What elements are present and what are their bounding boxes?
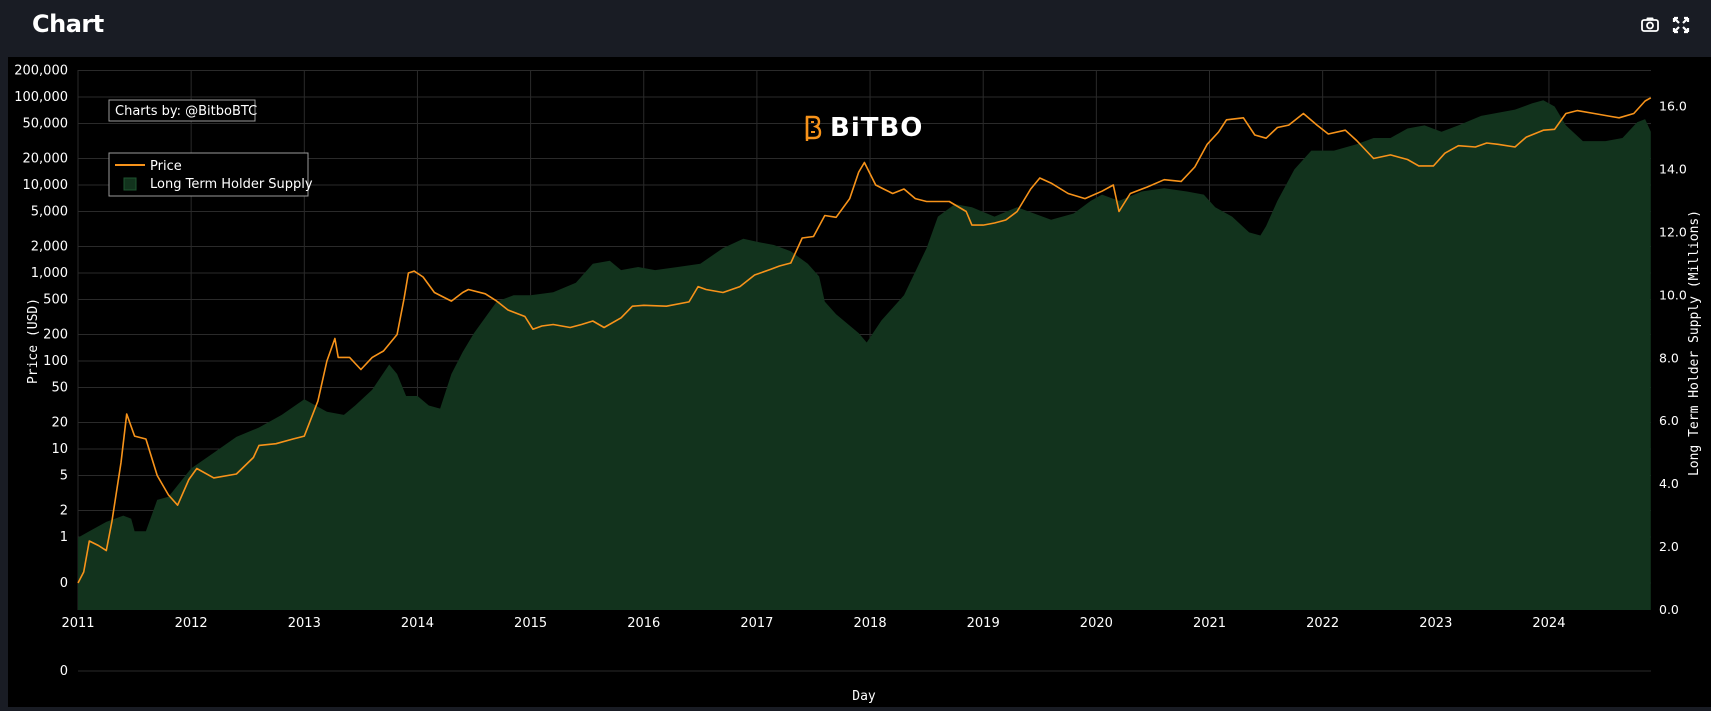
x-tick-label: 2022 (1306, 616, 1339, 631)
y-tick-label: 1,000 (31, 266, 68, 281)
fullscreen-icon (1672, 16, 1690, 34)
y2-tick-label: 8.0 (1659, 350, 1679, 365)
y-tick-label: 0 (60, 664, 68, 679)
y2-tick-label: 14.0 (1659, 161, 1687, 176)
y-tick-label: 100,000 (14, 90, 68, 105)
y-axis-left: 0 0 1 2 5 10 20 50 100 200 500 1,000 2,000 5,000 10,00… (14, 64, 68, 680)
x-tick-label: 2023 (1419, 616, 1452, 631)
y2-tick-label: 6.0 (1659, 413, 1679, 428)
y-tick-label: 20,000 (23, 152, 69, 167)
y-tick-label: 10 (51, 442, 68, 457)
y-tick-label: 200 (43, 328, 68, 343)
y-tick-label: 0 (60, 576, 68, 591)
price-line (77, 97, 1652, 584)
bitbo-logo: BiTBO (805, 113, 923, 143)
y-tick-label: 10,000 (23, 178, 69, 193)
x-axis: 2011 2012 2013 2014 2015 2016 2017 2018 2019 2020… (61, 616, 1565, 631)
fullscreen-button[interactable] (1670, 14, 1692, 36)
y-tick-label: 100 (43, 354, 68, 369)
y2-tick-label: 0.0 (1659, 602, 1679, 617)
y-tick-label: 1 (60, 530, 68, 545)
camera-button[interactable] (1639, 14, 1661, 36)
y-tick-label: 2 (60, 504, 68, 519)
x-tick-label: 2018 (854, 616, 887, 631)
page-title: Chart (32, 10, 104, 38)
y2-axis-title: Long Term Holder Supply (Millions) (1687, 210, 1702, 476)
legend: Price Long Term Holder Supply (108, 152, 313, 197)
bitbo-logo-text: BiTBO (830, 113, 923, 143)
y-tick-label: 20 (51, 416, 68, 431)
y-tick-label: 5,000 (31, 204, 68, 219)
x-tick-label: 2015 (514, 616, 547, 631)
supply-layer (78, 100, 1651, 610)
y-axis-right: 0.0 2.0 4.0 6.0 8.0 10.0 12.0 14.0 16.0 (1659, 99, 1687, 618)
supply-area (78, 100, 1651, 610)
y2-tick-label: 12.0 (1659, 224, 1687, 239)
x-tick-label: 2017 (740, 616, 773, 631)
y2-tick-label: 10.0 (1659, 287, 1687, 302)
y-tick-label: 5 (60, 468, 68, 483)
x-tick-label: 2012 (175, 616, 208, 631)
legend-price-label: Price (150, 159, 182, 174)
x-tick-label: 2020 (1080, 616, 1113, 631)
x-axis-title: Day (852, 689, 876, 704)
bitbo-logo-icon (805, 115, 822, 141)
credit-watermark: Charts by: @BitboBTC (108, 99, 257, 122)
chart-header: Chart (0, 0, 1711, 55)
y-tick-label: 50,000 (23, 116, 69, 131)
y2-tick-label: 2.0 (1659, 539, 1679, 554)
x-tick-label: 2016 (627, 616, 660, 631)
x-tick-label: 2011 (61, 616, 94, 631)
legend-supply-swatch (123, 177, 137, 191)
credit-text: Charts by: @BitboBTC (115, 104, 257, 119)
x-tick-label: 2013 (288, 616, 321, 631)
legend-supply-label: Long Term Holder Supply (150, 177, 313, 192)
y-axis-title: Price (USD) (26, 298, 41, 384)
y-tick-label: 200,000 (14, 64, 68, 79)
x-tick-label: 2014 (401, 616, 434, 631)
y-tick-label: 50 (51, 380, 68, 395)
camera-icon (1641, 17, 1659, 32)
price-layer (77, 97, 1652, 584)
y-tick-label: 500 (43, 292, 68, 307)
x-tick-label: 2021 (1193, 616, 1226, 631)
x-tick-label: 2019 (967, 616, 1000, 631)
y2-tick-label: 16.0 (1659, 99, 1687, 114)
x-tick-label: 2024 (1532, 616, 1565, 631)
chart-panel: 0 0 1 2 5 10 20 50 100 200 500 1,000 2,000 5,000 10,00… (8, 57, 1711, 707)
chart-svg[interactable]: 0 0 1 2 5 10 20 50 100 200 500 1,000 2,000 5,000 10,00… (8, 57, 1711, 707)
y-tick-label: 2,000 (31, 240, 68, 255)
y2-tick-label: 4.0 (1659, 476, 1679, 491)
